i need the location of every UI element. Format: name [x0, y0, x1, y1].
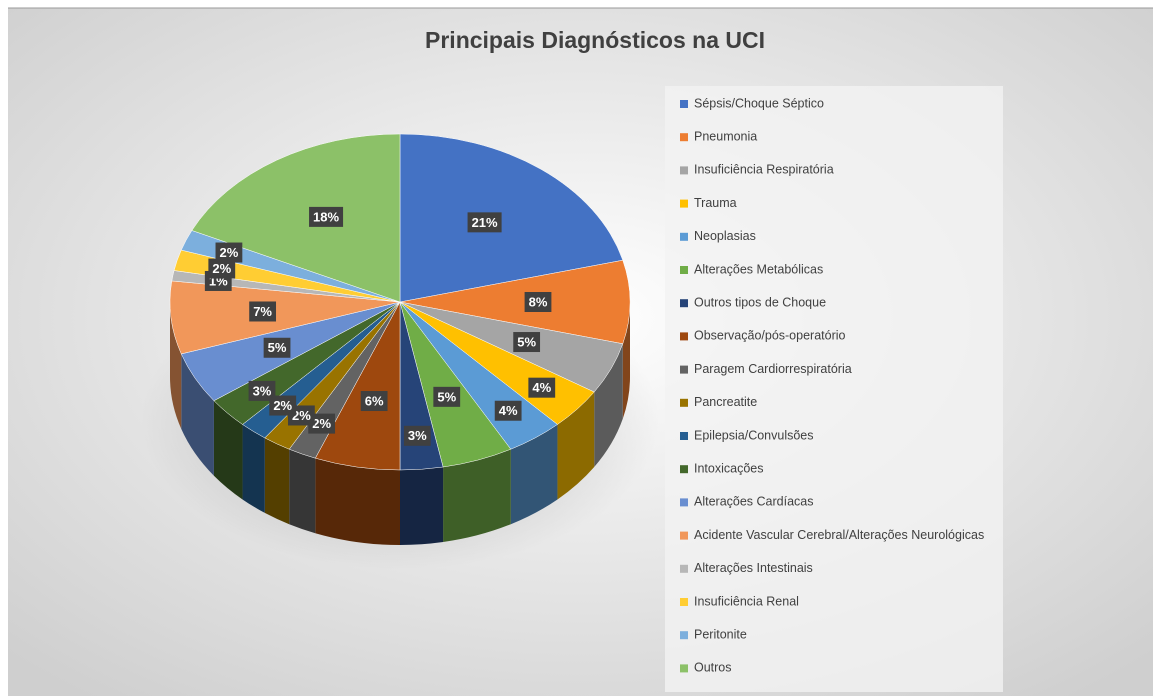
- legend-swatch: [680, 100, 688, 108]
- data-label-box: [309, 206, 344, 227]
- data-label: 4%: [499, 403, 518, 418]
- data-label-box: [433, 386, 461, 407]
- legend-swatch: [680, 133, 688, 142]
- data-label-box: [215, 242, 243, 263]
- pie-wall: [594, 343, 623, 468]
- data-label-box: [249, 301, 277, 322]
- data-label-box: [308, 413, 336, 434]
- chart-title: Principais Diagnósticos na UCI: [425, 27, 765, 53]
- legend-swatch: [680, 664, 688, 673]
- legend-label: Epilepsia/Convulsões: [694, 428, 814, 442]
- legend-swatch: [680, 166, 688, 175]
- data-label-box: [528, 377, 556, 398]
- legend-swatch: [680, 332, 688, 341]
- legend-swatch: [680, 631, 688, 640]
- legend-label: Outros: [694, 661, 732, 675]
- data-label-box: [494, 400, 522, 421]
- legend-label: Peritonite: [694, 627, 747, 641]
- legend-swatch: [680, 498, 688, 507]
- pie-wall: [213, 400, 243, 500]
- data-label: 2%: [212, 261, 231, 276]
- data-label: 6%: [365, 393, 384, 408]
- data-label-box: [269, 395, 297, 416]
- pie-wall: [170, 302, 182, 429]
- pie-wall: [242, 424, 265, 513]
- legend-label: Alterações Intestinais: [694, 561, 813, 575]
- data-label-box: [248, 380, 276, 401]
- data-label-box: [403, 425, 431, 446]
- legend-swatch: [680, 299, 688, 308]
- legend-label: Paragem Cardiorrespiratória: [694, 362, 852, 376]
- data-label: 21%: [472, 215, 498, 230]
- legend-swatch: [680, 531, 688, 540]
- data-label-box: [513, 332, 541, 353]
- pie-wall: [400, 467, 444, 545]
- legend-label: Observação/pós-operatório: [694, 329, 846, 343]
- legend-swatch: [680, 598, 688, 606]
- legend-swatch: [680, 266, 688, 274]
- legend-label: Pneumonia: [694, 129, 757, 143]
- legend-swatch: [680, 432, 688, 440]
- data-label-box: [467, 212, 502, 233]
- data-label: 18%: [313, 209, 339, 224]
- legend-label: Alterações Cardíacas: [694, 495, 814, 509]
- legend-label: Insuficiência Renal: [694, 594, 799, 608]
- pie-wall: [510, 424, 558, 525]
- legend-label: Alterações Metabólicas: [694, 262, 823, 276]
- data-label: 5%: [268, 340, 287, 355]
- legend-swatch: [680, 199, 688, 208]
- pie-slice: [399, 259, 631, 345]
- legend-label: Insuficiência Respiratória: [694, 163, 834, 177]
- legend-label: Outros tipos de Choque: [694, 295, 826, 309]
- legend-swatch: [680, 232, 688, 241]
- legend-label: Sépsis/Choque Séptico: [694, 96, 824, 110]
- data-label-box: [524, 292, 552, 312]
- legend-label: Neoplasias: [694, 229, 756, 243]
- legend-swatch: [680, 465, 688, 474]
- pie-wall: [557, 392, 595, 500]
- data-label: 8%: [529, 294, 548, 309]
- data-label: 2%: [312, 416, 331, 431]
- pie-wall: [443, 449, 511, 543]
- legend-label: Intoxicações: [694, 461, 763, 475]
- data-label: 5%: [437, 389, 456, 404]
- data-label: 2%: [273, 398, 292, 413]
- legend-swatch: [680, 564, 688, 573]
- data-label: 5%: [517, 334, 536, 349]
- pie-wall: [622, 302, 630, 419]
- data-label: 2%: [292, 408, 311, 423]
- pie-wall: [181, 353, 214, 476]
- data-label-box: [360, 391, 388, 412]
- legend-swatch: [680, 398, 688, 407]
- legend-label: Acidente Vascular Cerebral/Alterações Ne…: [694, 528, 984, 542]
- pie-wall: [315, 458, 400, 545]
- data-label: 2%: [220, 245, 239, 260]
- data-label: 3%: [408, 428, 427, 443]
- data-label: 7%: [253, 304, 272, 319]
- legend-swatch: [680, 365, 688, 374]
- data-label-box: [208, 258, 236, 279]
- pie-slice: [399, 133, 624, 303]
- pie-slice: [169, 280, 401, 355]
- data-label-box: [263, 337, 291, 358]
- pie-wall: [289, 449, 316, 534]
- legend-label: Pancreatite: [694, 395, 757, 409]
- pie-slice: [191, 133, 401, 303]
- legend-box: [665, 86, 1003, 692]
- data-label: 3%: [253, 383, 272, 398]
- data-label: 4%: [532, 380, 551, 395]
- legend-label: Trauma: [694, 196, 737, 210]
- pie-wall: [264, 437, 290, 525]
